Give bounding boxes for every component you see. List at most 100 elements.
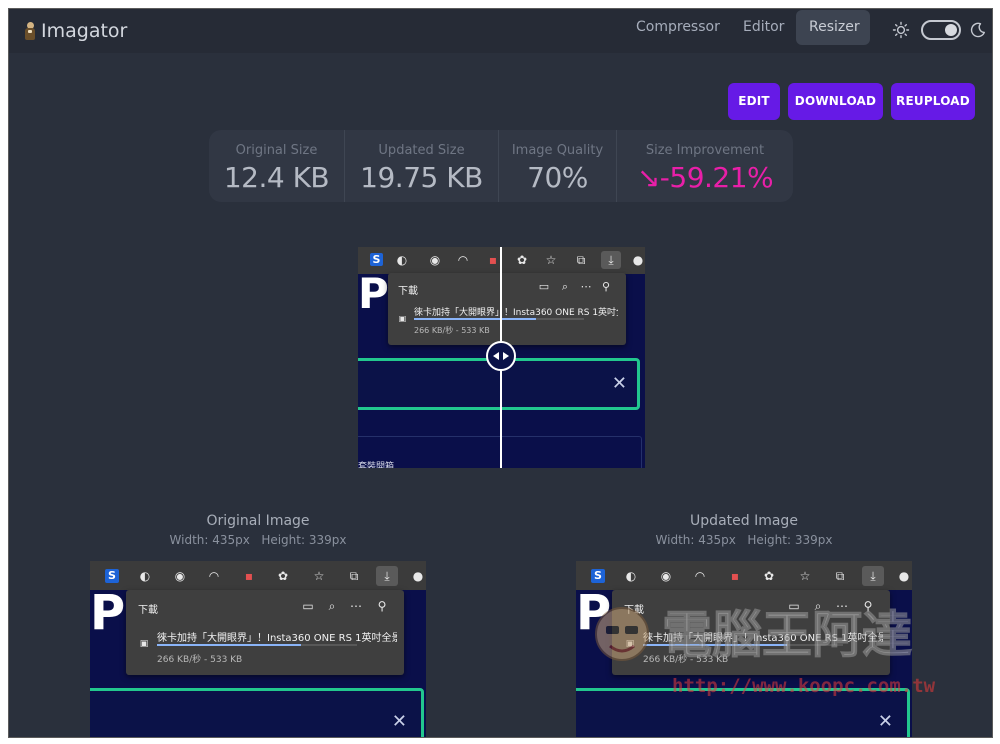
download-panel: 下載 ▭ ⌕ ⋯ ⚲ ▣ 徠卡加持「大開眼界」！Insta360 ONE RS …: [612, 590, 890, 675]
search-icon: ⌕: [328, 599, 336, 613]
pin-icon: ⚲: [601, 280, 611, 293]
updated-image-preview: S ◐ ◉ ◠ ▪ ✿ ☆ ⧉ ⤓ ● P 下載 ▭ ⌕ ⋯ ⚲ ▣ 徠卡加持「…: [576, 561, 912, 737]
download-file-name: 徠卡加持「大開眼界」！Insta360 ONE RS 1英吋全景...: [643, 633, 883, 644]
toolbar-ext-icon: ◐: [625, 569, 637, 583]
download-panel-title: 下載: [624, 605, 644, 616]
toolbar-s-icon: S: [591, 569, 605, 583]
nav-resizer[interactable]: Resizer: [796, 10, 870, 45]
toolbar-puzzle-icon: ▪: [244, 569, 254, 583]
stat-title: Size Improvement: [645, 143, 765, 158]
stat-size-improvement: Size Improvement ↘-59.21%: [617, 130, 793, 202]
stat-image-quality: Image Quality 70%: [499, 130, 617, 202]
download-progress: [414, 318, 584, 320]
folder-icon: ▭: [788, 599, 800, 613]
stat-value: 19.75 KB: [360, 161, 483, 194]
updated-image-title: Updated Image: [690, 513, 798, 529]
stats-panel: Original Size 12.4 KB Updated Size 19.75…: [209, 130, 793, 202]
search-box-frame: ✕: [576, 688, 910, 737]
toolbar-arc-icon: ◠: [208, 569, 220, 583]
edit-button[interactable]: EDIT: [728, 83, 780, 120]
comparison-slider[interactable]: S ◐ ◉ ◠ ▪ ✿ ☆ ⧉ ⤓ ● P 下載 ▭ ⌕ ⋯ ⚲ ▣ 徠卡加持「…: [358, 247, 645, 468]
download-size: 266 KB/秒 - 533 KB: [157, 655, 243, 665]
nav-compressor[interactable]: Compressor: [636, 19, 720, 35]
toolbar-puzzle-icon: ▪: [730, 569, 740, 583]
download-panel-title: 下載: [138, 605, 158, 616]
download-progress-fill: [414, 318, 537, 320]
search-box-frame: ✕: [90, 688, 424, 737]
toolbar-favorites-icon: ☆: [313, 569, 325, 583]
original-image-title: Original Image: [206, 513, 310, 529]
reupload-button[interactable]: REUPLOAD: [891, 83, 975, 120]
download-progress-fill: [157, 644, 301, 646]
toolbar-ext-icon: ◐: [139, 569, 151, 583]
search-icon: ⌕: [814, 599, 822, 613]
drag-arrows-icon: [493, 352, 509, 360]
toolbar-s-icon: S: [370, 253, 383, 266]
slider-handle[interactable]: [486, 341, 516, 371]
toolbar-avatar-icon: ●: [898, 569, 910, 583]
app-title: Imagator: [41, 20, 128, 42]
folder-icon: ▭: [538, 280, 550, 293]
theme-toggle[interactable]: [921, 20, 961, 40]
toolbar-s-icon: S: [105, 569, 119, 583]
stat-value: 12.4 KB: [223, 161, 330, 194]
toolbar-avatar-icon: ●: [632, 253, 644, 267]
download-file-name: 徠卡加持「大開眼界」！Insta360 ONE RS 1英吋全景...: [157, 633, 397, 644]
toolbar-collections-icon: ⧉: [835, 569, 845, 583]
toolbar-avatar-icon: ●: [412, 569, 424, 583]
download-progress: [643, 644, 843, 646]
toolbar-ext-icon: ◐: [396, 253, 408, 267]
toolbar-collections-icon: ⧉: [576, 253, 586, 267]
screenshot-big-letter: P: [576, 585, 612, 641]
close-icon: ✕: [877, 711, 893, 732]
download-panel: 下載 ▭ ⌕ ⋯ ⚲ ▣ 徠卡加持「大開眼界」！Insta360 ONE RS …: [126, 590, 404, 675]
folder-icon: ▭: [302, 599, 314, 613]
stat-original-size: Original Size 12.4 KB: [209, 130, 345, 202]
search-icon: ⌕: [561, 280, 569, 293]
close-icon: ✕: [611, 373, 627, 394]
download-file-name: 徠卡加持「大開眼界」！Insta360 ONE RS 1英吋全景...: [414, 308, 618, 318]
theme-switcher: [892, 19, 986, 41]
toolbar-password-icon: ◉: [660, 569, 672, 583]
toolbar-favorites-icon: ☆: [545, 253, 557, 267]
nav-editor[interactable]: Editor: [743, 19, 785, 35]
toolbar-download-icon: ⤓: [376, 566, 398, 586]
pin-icon: ⚲: [377, 599, 387, 613]
download-progress: [157, 644, 357, 646]
toolbar-extensions-icon: ✿: [763, 569, 775, 583]
stat-updated-size: Updated Size 19.75 KB: [345, 130, 499, 202]
original-caption: Original Image Width: 435px Height: 339p…: [139, 512, 377, 548]
more-icon: ⋯: [836, 599, 848, 613]
toolbar-arc-icon: ◠: [694, 569, 706, 583]
stat-value-improvement: ↘-59.21%: [636, 161, 774, 194]
pin-icon: ⚲: [863, 599, 873, 613]
file-type-icon: ▣: [139, 639, 149, 649]
download-button[interactable]: DOWNLOAD: [788, 83, 883, 120]
file-type-icon: ▣: [398, 314, 407, 323]
download-progress-fill: [643, 644, 787, 646]
download-panel: 下載 ▭ ⌕ ⋯ ⚲ ▣ 徠卡加持「大開眼界」！Insta360 ONE RS …: [388, 273, 626, 345]
screenshot-toolbar: S ◐ ◉ ◠ ▪ ✿ ☆ ⧉ ⤓ ●: [90, 561, 426, 590]
app-logo-icon: [25, 22, 35, 40]
app-window: Imagator Compressor Editor Resizer EDIT …: [8, 8, 993, 738]
file-type-icon: ▣: [625, 639, 635, 649]
more-icon: ⋯: [350, 599, 362, 613]
download-size: 266 KB/秒 - 533 KB: [414, 326, 490, 335]
toolbar-extensions-icon: ✿: [277, 569, 289, 583]
moon-icon: [970, 22, 985, 38]
stat-value: 70%: [527, 161, 588, 194]
screenshot-big-letter: P: [90, 585, 126, 641]
updated-image-dimensions: Width: 435px Height: 339px: [655, 533, 833, 547]
toggle-knob: [945, 24, 957, 36]
sun-icon: [892, 21, 910, 39]
toolbar-password-icon: ◉: [429, 253, 441, 267]
brand[interactable]: Imagator: [25, 17, 127, 45]
updated-caption: Updated Image Width: 435px Height: 339px: [625, 512, 863, 548]
toolbar-favorites-icon: ☆: [799, 569, 811, 583]
toolbar-collections-icon: ⧉: [349, 569, 359, 583]
screenshot-big-letter: P: [358, 269, 389, 318]
toolbar-arc-icon: ◠: [457, 253, 469, 267]
toolbar-puzzle-icon: ▪: [488, 253, 498, 267]
toolbar-download-icon: ⤓: [601, 251, 621, 269]
more-icon: ⋯: [580, 280, 592, 293]
